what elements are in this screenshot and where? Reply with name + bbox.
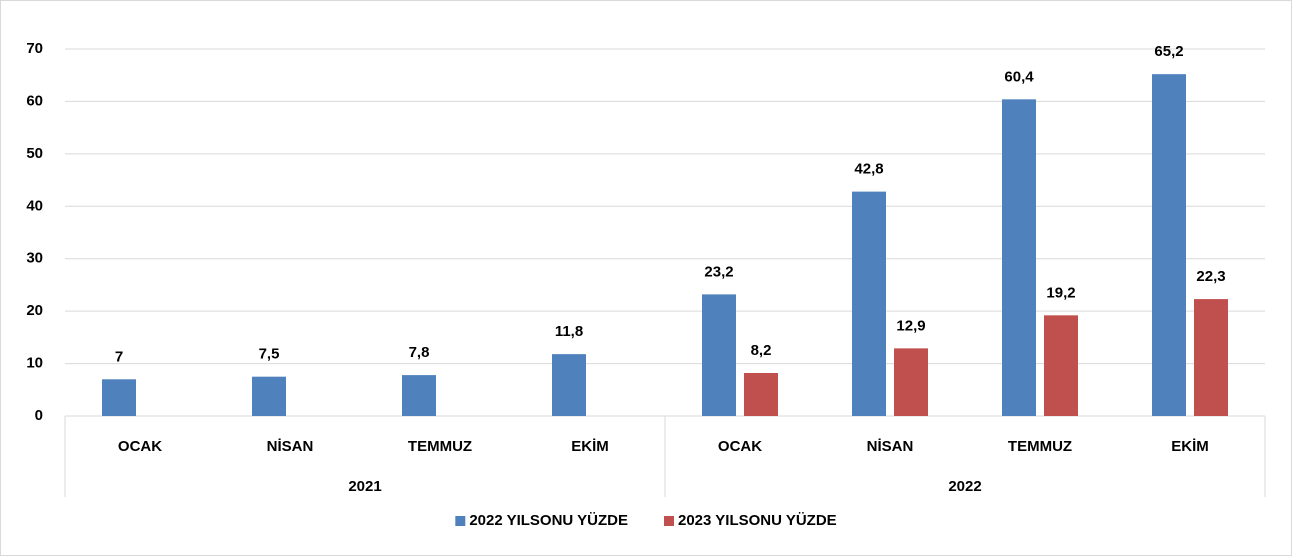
y-tick-label: 10 [26, 355, 43, 372]
bar [402, 375, 436, 416]
data-label: 7,8 [409, 344, 430, 361]
data-label: 42,8 [854, 161, 883, 178]
legend-swatch [664, 516, 674, 526]
y-tick-label: 70 [26, 40, 43, 57]
y-tick-label: 50 [26, 145, 43, 162]
y-tick-label: 30 [26, 250, 43, 267]
x-tick-label: NİSAN [867, 438, 914, 455]
data-label: 19,2 [1046, 284, 1075, 301]
data-label: 65,2 [1154, 43, 1183, 60]
legend-label: 2022 YILSONU YÜZDE [469, 512, 628, 529]
bar [102, 379, 136, 416]
x-tick-label: TEMMUZ [408, 438, 472, 455]
bar [894, 348, 928, 416]
bar [744, 373, 778, 416]
group-label: 2022 [948, 478, 981, 495]
data-label: 7,5 [259, 346, 280, 363]
data-label: 22,3 [1196, 268, 1225, 285]
x-tick-label: EKİM [1171, 438, 1209, 455]
group-label: 2021 [348, 478, 381, 495]
data-label: 7 [115, 348, 123, 365]
data-label: 12,9 [896, 317, 925, 334]
bar [252, 376, 286, 416]
y-tick-label: 0 [35, 407, 43, 424]
y-tick-label: 40 [26, 197, 43, 214]
x-tick-label: TEMMUZ [1008, 438, 1072, 455]
x-tick-label: EKİM [571, 438, 609, 455]
legend-swatch [455, 516, 466, 526]
bar [1044, 315, 1078, 416]
bar [552, 354, 586, 416]
legend-label: 2023 YILSONU YÜZDE [678, 512, 837, 529]
data-label: 23,2 [704, 263, 733, 280]
bar [1194, 299, 1228, 416]
data-label: 8,2 [751, 342, 772, 359]
y-tick-label: 60 [26, 92, 43, 109]
bar [1152, 74, 1186, 416]
x-tick-label: NİSAN [267, 438, 314, 455]
x-tick-label: OCAK [118, 438, 162, 455]
bar [852, 191, 886, 416]
data-label: 11,8 [555, 323, 583, 340]
data-label: 60,4 [1004, 68, 1034, 85]
bar [702, 294, 736, 416]
x-tick-label: OCAK [718, 438, 762, 455]
y-tick-label: 20 [26, 302, 43, 319]
bar [1002, 99, 1036, 417]
